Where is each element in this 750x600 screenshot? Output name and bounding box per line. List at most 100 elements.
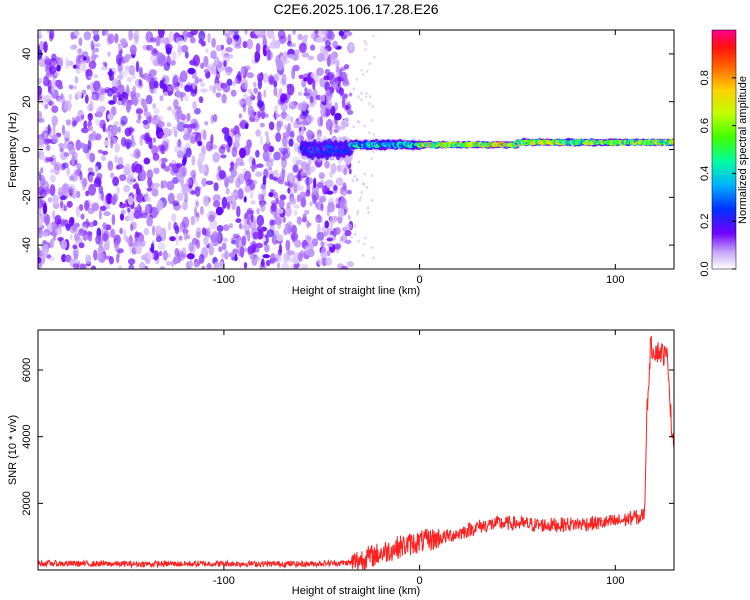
noise-blob (38, 57, 46, 68)
noise-blob (262, 72, 269, 84)
snr-series-line (38, 335, 674, 570)
noise-blob (188, 242, 194, 252)
noise-blob (110, 124, 119, 136)
noise-blob (93, 74, 99, 79)
noise-blob (315, 36, 323, 43)
noise-blob (58, 97, 62, 103)
noise-blob (143, 227, 150, 236)
noise-blob (111, 78, 120, 88)
noise-blob (184, 194, 189, 203)
noise-blob (299, 135, 304, 140)
noise-blob (107, 113, 114, 121)
noise-blob (309, 95, 314, 104)
noise-blob (128, 263, 135, 269)
noise-blob (356, 209, 360, 213)
noise-blob (194, 186, 201, 197)
noise-blob (344, 31, 353, 37)
x-tick-label: 100 (606, 274, 624, 286)
noise-blob (230, 169, 237, 178)
noise-blob (114, 240, 120, 252)
noise-blob (79, 204, 84, 211)
noise-blob (74, 76, 79, 84)
noise-blob (252, 231, 260, 240)
noise-blob (151, 49, 159, 56)
noise-blob (216, 225, 224, 232)
noise-blob (262, 254, 271, 259)
noise-blob (263, 89, 267, 98)
noise-blob (269, 219, 275, 226)
noise-blob (158, 30, 165, 39)
noise-blob (255, 242, 264, 249)
noise-blob (270, 257, 278, 263)
noise-blob (224, 250, 229, 260)
noise-blob (277, 249, 283, 256)
noise-blob (297, 33, 303, 41)
noise-blob (133, 35, 139, 45)
noise-blob (51, 227, 58, 238)
noise-blob (59, 146, 64, 153)
noise-blob (153, 167, 160, 175)
noise-blob (146, 216, 153, 227)
noise-blob (170, 260, 175, 268)
noise-blob (83, 120, 88, 129)
noise-blob (124, 53, 132, 61)
noise-blob (325, 40, 331, 48)
noise-blob (135, 108, 144, 115)
noise-blob (357, 239, 360, 243)
noise-blob (269, 79, 274, 86)
noise-blob (262, 44, 268, 57)
noise-blob (136, 150, 141, 158)
noise-blob (210, 134, 214, 145)
noise-blob (190, 215, 196, 226)
noise-blob (321, 30, 329, 35)
noise-blob (195, 239, 201, 250)
noise-blob (49, 239, 54, 249)
noise-blob (225, 47, 233, 53)
noise-blob (84, 200, 90, 211)
noise-blob (40, 248, 48, 259)
noise-blob (129, 44, 137, 55)
noise-blob (254, 30, 261, 36)
noise-blob (281, 110, 287, 120)
noise-blob (274, 208, 278, 220)
noise-blob (305, 163, 311, 172)
noise-blob (81, 127, 89, 134)
noise-blob (68, 216, 75, 227)
noise-blob (303, 77, 308, 82)
noise-blob (222, 237, 229, 243)
noise-blob (201, 265, 206, 269)
noise-blob (251, 164, 255, 173)
noise-blob (38, 78, 45, 83)
noise-blob (160, 162, 166, 169)
snr-panel: -100 0 100 2000 4000 6000 Height of straight… (7, 329, 675, 597)
noise-blob (102, 222, 107, 230)
noise-blob (72, 188, 77, 200)
noise-blob (373, 55, 376, 59)
noise-blob (142, 119, 149, 125)
noise-blob (128, 64, 136, 76)
noise-blob (324, 220, 330, 229)
noise-blob (245, 96, 253, 106)
noise-blob (42, 203, 48, 215)
noise-blob (180, 175, 184, 188)
noise-blob (49, 184, 56, 197)
colorbar-tick-label: 0.6 (699, 118, 711, 133)
noise-blob (358, 198, 361, 202)
noise-blob (75, 57, 81, 70)
noise-blob (345, 239, 352, 245)
noise-blob (111, 214, 116, 226)
noise-blob (195, 227, 202, 236)
noise-blob (151, 119, 159, 125)
noise-blob (173, 256, 179, 265)
noise-blob (51, 115, 58, 126)
noise-blob (234, 44, 242, 49)
noise-blob (297, 252, 303, 262)
noise-blob (366, 206, 370, 210)
noise-blob (349, 43, 353, 51)
noise-blob (368, 95, 372, 99)
noise-blob (169, 60, 176, 66)
noise-blob (361, 253, 365, 257)
noise-blob (341, 185, 348, 197)
noise-blob (171, 51, 177, 62)
noise-blob (237, 188, 244, 200)
